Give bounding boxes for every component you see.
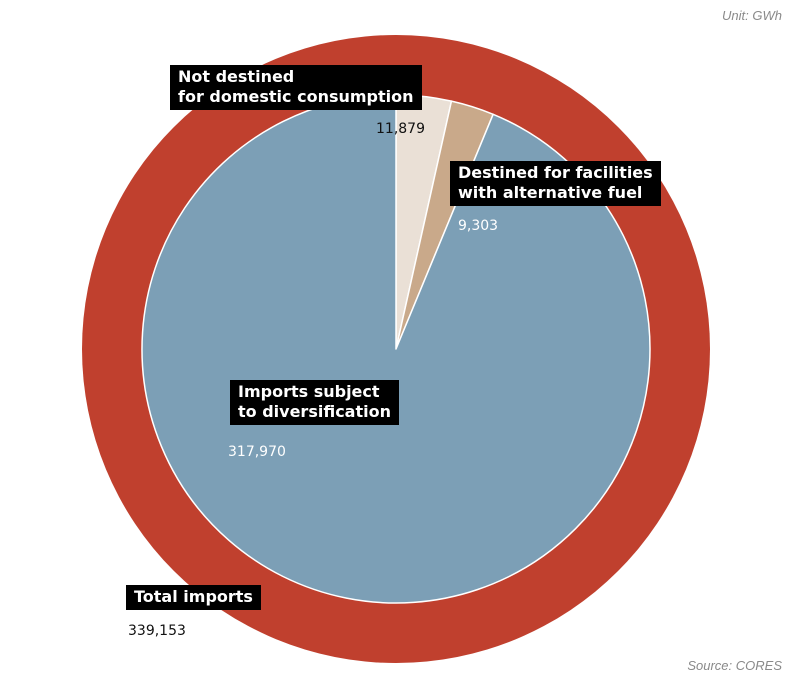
label-not-destined-line2: for domestic consumption [178, 87, 414, 106]
label-total-imports-line1: Total imports [134, 587, 253, 606]
source-label: Source: CORES [687, 658, 782, 673]
pie-slice-diversification [141, 94, 651, 604]
label-total-imports: Total imports [126, 585, 261, 610]
unit-label: Unit: GWh [722, 8, 782, 23]
label-not-destined-line1: Not destined [178, 67, 295, 86]
value-total-imports: 339,153 [128, 623, 186, 639]
label-alternative-fuel-line2: with alternative fuel [458, 183, 643, 202]
value-alternative-fuel: 9,303 [458, 218, 499, 234]
label-diversification-line1: Imports subject [238, 382, 380, 401]
label-alternative-fuel: Destined for facilities with alternative… [450, 161, 661, 206]
label-diversification-line2: to diversification [238, 402, 391, 421]
value-not-destined: 11,879 [376, 121, 425, 137]
label-not-destined: Not destined for domestic consumption [170, 65, 422, 110]
label-alternative-fuel-line1: Destined for facilities [458, 163, 653, 182]
value-diversification: 317,970 [228, 444, 286, 460]
label-diversification: Imports subject to diversification [230, 380, 399, 425]
